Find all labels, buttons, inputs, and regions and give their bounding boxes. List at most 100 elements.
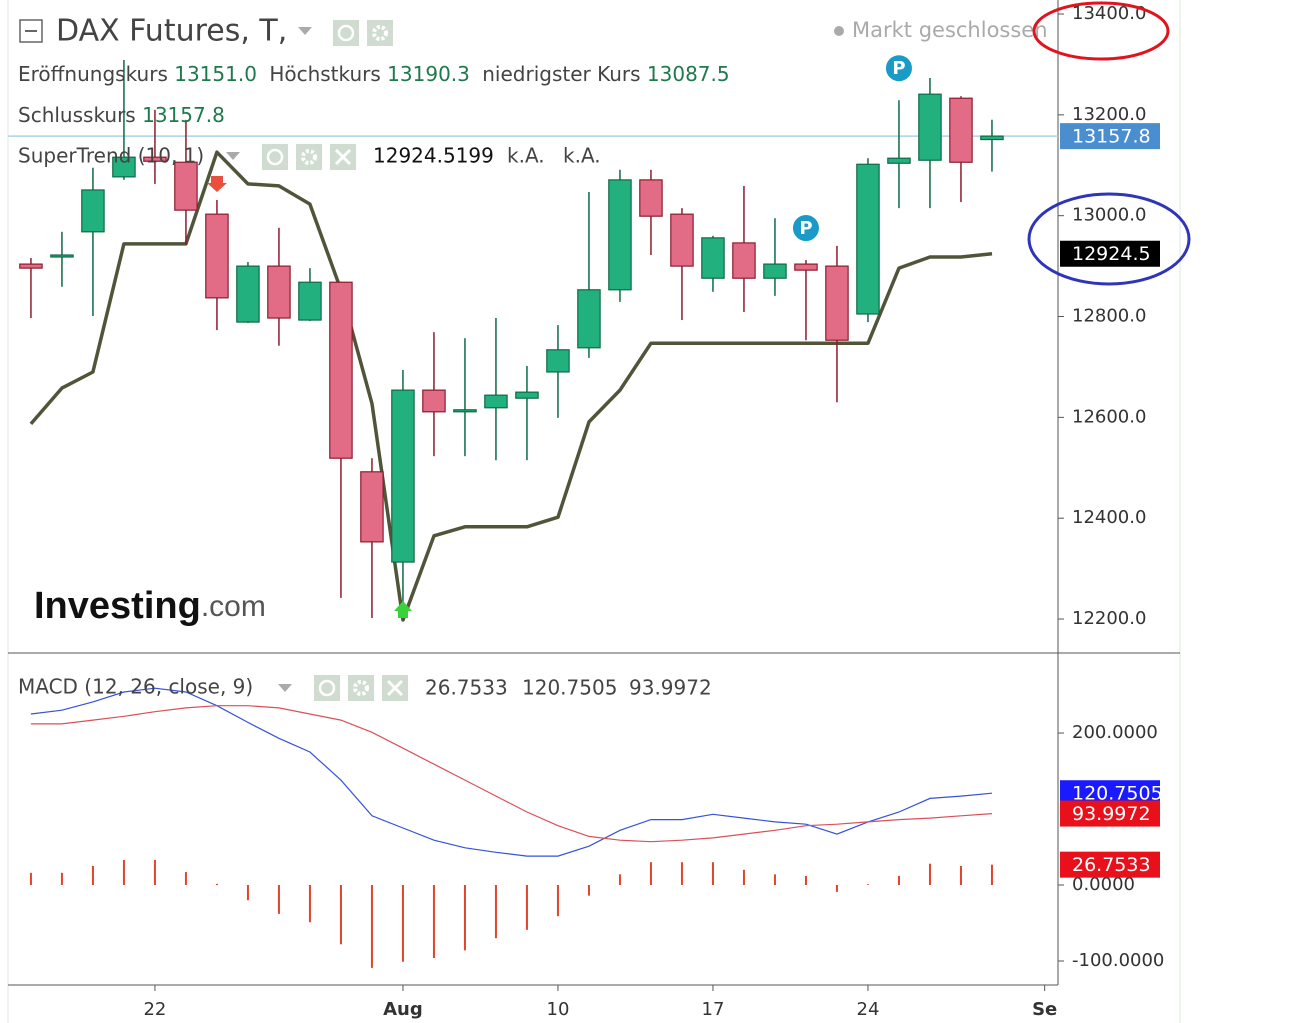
watermark-suffix: .com (201, 590, 266, 623)
candle-body (453, 409, 477, 413)
visibility-button[interactable] (262, 144, 288, 170)
last-price-tag-bg (1060, 123, 1160, 150)
candle-body (825, 265, 849, 341)
macd-tag-bg (1060, 800, 1160, 827)
candle-body (484, 394, 508, 409)
candle-body (81, 189, 105, 233)
buy-signal (394, 601, 412, 618)
candle-body (298, 281, 322, 321)
candle-body (267, 265, 291, 319)
candle-body (546, 349, 570, 373)
dropdown-arrow[interactable] (226, 152, 240, 160)
candle-body (918, 93, 942, 161)
x-tick-label: 10 (547, 999, 570, 1020)
indicator-name: SuperTrend (10, 1) (18, 144, 204, 168)
supertrend-line (29, 150, 993, 622)
macd-readout: 93.9972 (629, 676, 712, 700)
supertrend-tag: 12924.5 (1072, 243, 1151, 265)
visibility-button[interactable] (333, 20, 359, 46)
y-tick-label: 13400.0 (1072, 3, 1146, 24)
sell-signal (207, 176, 227, 192)
candle-body (670, 213, 694, 267)
eye-icon (337, 24, 355, 42)
y-tick-label: 0.0000 (1072, 874, 1135, 895)
dropdown-arrow[interactable] (298, 27, 312, 35)
gear-icon (372, 25, 388, 41)
supertrend-tag-bg (1060, 240, 1160, 267)
legend-value: 13190.3 (387, 62, 470, 86)
ohlc-legend: Eröffnungskurs 13151.0 Höchstkurs 13190.… (18, 62, 730, 86)
candle-body (360, 471, 384, 543)
y-tick-label: 12400.0 (1072, 507, 1146, 528)
settings-button[interactable] (367, 20, 393, 46)
candle-body (391, 389, 415, 563)
close-icon (334, 148, 352, 166)
dropdown-arrow[interactable] (278, 684, 292, 692)
candle-body (422, 389, 446, 413)
macd-line (30, 705, 993, 843)
eye-icon (266, 148, 284, 166)
candle-body (794, 263, 818, 271)
indicator-icons (262, 144, 356, 170)
last-price-tag: 13157.8 (1072, 126, 1151, 148)
x-tick-label: 22 (143, 999, 166, 1020)
close-icon (386, 679, 404, 697)
x-tick-label: Aug (383, 999, 423, 1020)
candle-body (980, 135, 1004, 141)
legend-value: 13151.0 (174, 62, 257, 86)
y-tick-label: 200.0000 (1072, 722, 1158, 743)
candle-body (19, 263, 43, 269)
legend-label: niedrigster Kurs (482, 62, 640, 86)
gear-icon (301, 149, 317, 165)
candle-body (949, 97, 973, 163)
y-tick-label: 12200.0 (1072, 608, 1146, 629)
x-tick-label: 24 (857, 999, 880, 1020)
y-tick-label: -100.0000 (1072, 950, 1164, 971)
indicator-readout: k.A. (563, 144, 601, 168)
y-tick-label: 13000.0 (1072, 205, 1146, 226)
legend-label: Schlusskurs (18, 103, 136, 127)
macd-icons (314, 675, 408, 701)
candle-body (236, 265, 260, 323)
pivot-label: P (892, 58, 905, 79)
legend-value: 13087.5 (647, 62, 730, 86)
ohlc-legend-close: Schlusskurs 13157.8 (18, 103, 225, 127)
candle-body (515, 391, 539, 399)
legend-label: Eröffnungskurs (18, 62, 168, 86)
x-tick-label: 17 (702, 999, 725, 1020)
macd-line (30, 687, 993, 857)
indicator-readout: 12924.5199 (373, 144, 494, 168)
gear-icon (353, 680, 369, 696)
y-tick-label: 13200.0 (1072, 104, 1146, 125)
watermark-brand: Investing (34, 585, 201, 627)
x-tick-label: Se (1032, 999, 1057, 1020)
market-status: Markt geschlossen (852, 18, 1048, 42)
pivot-marker (883, 53, 914, 84)
y-tick-label: 12800.0 (1072, 306, 1146, 327)
plot-area: 12200.0 12400.0 12600.0 12800.0 13000.0 13200… (8, 3, 1164, 1020)
macd-title: MACD (12, 26, close, 9) (18, 675, 253, 699)
macd-tag: 120.7505 (1072, 783, 1163, 805)
candle-body (329, 281, 353, 459)
collapse-button[interactable] (19, 19, 43, 43)
indicator-readout: k.A. (507, 144, 545, 168)
macd-readout: 26.7533 (425, 676, 508, 700)
watermark: Investing.com (34, 585, 266, 627)
visibility-button[interactable] (314, 675, 340, 701)
macd-tag: 26.7533 (1072, 854, 1151, 876)
candle-body (112, 156, 136, 178)
settings-button[interactable] (348, 675, 374, 701)
candle-body (50, 254, 74, 258)
pivot-label: P (799, 218, 812, 239)
y-tick-label: 12600.0 (1072, 406, 1146, 427)
candle-body (608, 179, 632, 291)
settings-button[interactable] (296, 144, 322, 170)
candle-body (174, 161, 198, 211)
candle-body (577, 289, 601, 349)
legend-value: 13157.8 (142, 103, 225, 127)
eye-icon (318, 679, 336, 697)
candle-body (701, 237, 725, 279)
candle-body (856, 163, 880, 315)
